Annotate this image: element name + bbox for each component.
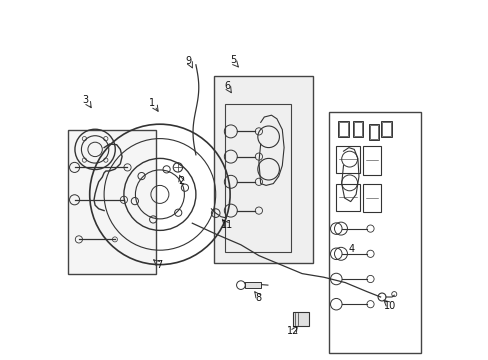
Text: 3: 3 [82, 95, 88, 105]
Bar [381, 121, 391, 137]
Bar [368, 124, 379, 140]
Bar [68, 130, 156, 274]
Text: 10: 10 [384, 301, 396, 311]
Bar [244, 282, 261, 288]
Bar [382, 122, 390, 136]
Text: 2: 2 [178, 176, 184, 186]
Text: 5: 5 [229, 55, 236, 66]
Bar [328, 112, 420, 353]
Bar [353, 122, 362, 136]
Text: 7: 7 [155, 260, 162, 270]
Text: 9: 9 [185, 56, 191, 66]
Bar [293, 312, 308, 326]
Text: 12: 12 [286, 326, 299, 336]
Bar [363, 184, 381, 212]
Text: 4: 4 [348, 244, 354, 254]
Bar [369, 125, 378, 139]
Text: 11: 11 [221, 220, 233, 230]
Bar [336, 184, 359, 211]
Bar [224, 104, 291, 252]
Bar [339, 122, 347, 136]
Text: 1: 1 [149, 98, 155, 108]
Bar [213, 76, 312, 263]
Text: 8: 8 [255, 293, 262, 303]
Bar [336, 146, 359, 173]
Bar [337, 121, 348, 137]
Bar [363, 146, 381, 175]
Text: 6: 6 [224, 81, 230, 91]
Bar [352, 121, 363, 137]
